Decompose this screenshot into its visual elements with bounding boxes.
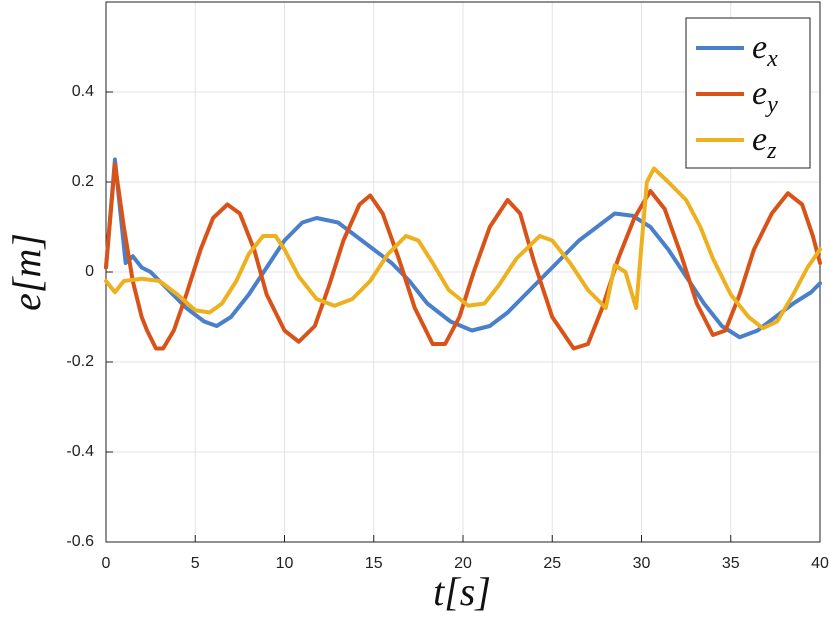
x-tick-label: 5 <box>191 555 200 572</box>
x-tick-label: 25 <box>543 555 561 572</box>
line-series <box>104 162 822 351</box>
x-tick-label: 40 <box>811 555 829 572</box>
legend-label: ey <box>752 75 778 118</box>
legend-label: ex <box>752 29 778 72</box>
y-tick-label: -0.4 <box>66 443 94 460</box>
legend-label: ez <box>752 121 777 164</box>
y-tick-label: 0.4 <box>72 83 94 100</box>
x-tick-label: 30 <box>633 555 651 572</box>
x-tick-label: 0 <box>102 555 111 572</box>
y-tick-label: -0.6 <box>66 533 94 550</box>
x-axis-label: t[s] <box>433 569 491 614</box>
x-tick-label: 20 <box>454 555 472 572</box>
line-series <box>104 166 822 331</box>
plot-frame <box>105 1 821 543</box>
y-tick-label: 0.2 <box>72 173 94 190</box>
y-tick-label: -0.2 <box>66 353 94 370</box>
x-tick-label: 10 <box>276 555 294 572</box>
x-tick-label: 35 <box>722 555 740 572</box>
y-axis-label: e[m] <box>4 233 49 311</box>
x-tick-label: 15 <box>365 555 383 572</box>
line-series <box>104 157 822 340</box>
y-tick-label: 0 <box>85 263 94 280</box>
